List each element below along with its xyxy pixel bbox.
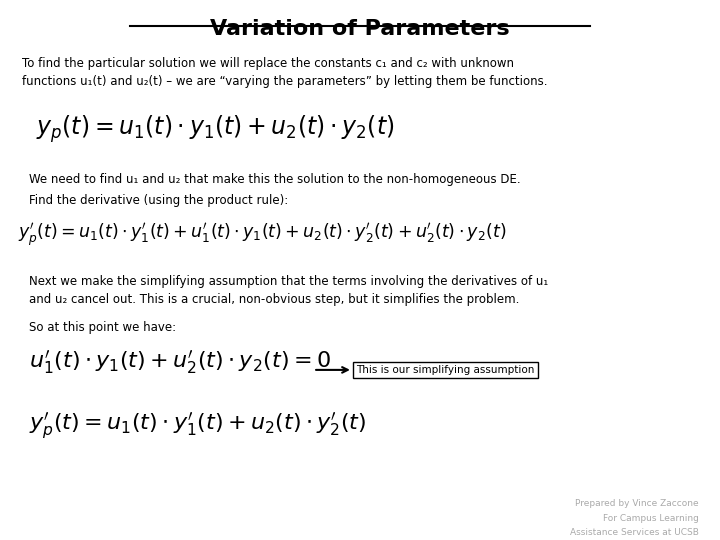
Text: $y_p'(t) = u_1(t) \cdot y_1'(t) + u_2(t) \cdot y_2'(t)$: $y_p'(t) = u_1(t) \cdot y_1'(t) + u_2(t)… — [29, 410, 366, 441]
Text: Assistance Services at UCSB: Assistance Services at UCSB — [570, 528, 698, 537]
Text: $u_1'(t) \cdot y_1(t) + u_2'(t) \cdot y_2(t) = 0$: $u_1'(t) \cdot y_1(t) + u_2'(t) \cdot y_… — [29, 348, 330, 376]
Text: $y_p'(t) = u_1(t) \cdot y_1'(t) + u_1'(t) \cdot y_1(t) + u_2(t) \cdot y_2'(t) + : $y_p'(t) = u_1(t) \cdot y_1'(t) + u_1'(t… — [18, 221, 506, 248]
Text: Prepared by Vince Zaccone: Prepared by Vince Zaccone — [575, 500, 698, 509]
Text: To find the particular solution we will replace the constants c₁ and c₂ with unk: To find the particular solution we will … — [22, 57, 547, 87]
Text: $y_p(t) = u_1(t) \cdot y_1(t) + u_2(t) \cdot y_2(t)$: $y_p(t) = u_1(t) \cdot y_1(t) + u_2(t) \… — [36, 113, 395, 145]
Text: For Campus Learning: For Campus Learning — [603, 514, 698, 523]
Text: We need to find u₁ and u₂ that make this the solution to the non-homogeneous DE.: We need to find u₁ and u₂ that make this… — [29, 173, 521, 186]
Text: So at this point we have:: So at this point we have: — [29, 321, 176, 334]
Text: Variation of Parameters: Variation of Parameters — [210, 19, 510, 39]
Text: Find the derivative (using the product rule):: Find the derivative (using the product r… — [29, 194, 288, 207]
Text: Next we make the simplifying assumption that the terms involving the derivatives: Next we make the simplifying assumption … — [29, 275, 548, 306]
Text: This is our simplifying assumption: This is our simplifying assumption — [356, 365, 535, 375]
